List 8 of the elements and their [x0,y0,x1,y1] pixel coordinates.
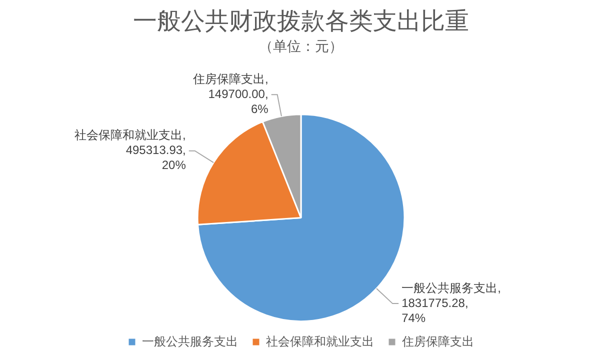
data-label: 一般公共服务支出, 1831775.28, 74% [402,280,501,325]
chart-subtitle: （单位：元） [259,38,343,54]
legend-label: 社会保障和就业支出 [266,334,374,348]
data-label: 住房保障支出, 149700.00, 6% [192,72,269,116]
chart-title: 一般公共财政拨款各类支出比重 [133,8,469,36]
legend-label: 住房保障支出 [401,334,474,348]
legend-label: 一般公共服务支出 [142,334,238,348]
data-label: 社会保障和就业支出, 495313.93, 20% [74,128,186,172]
